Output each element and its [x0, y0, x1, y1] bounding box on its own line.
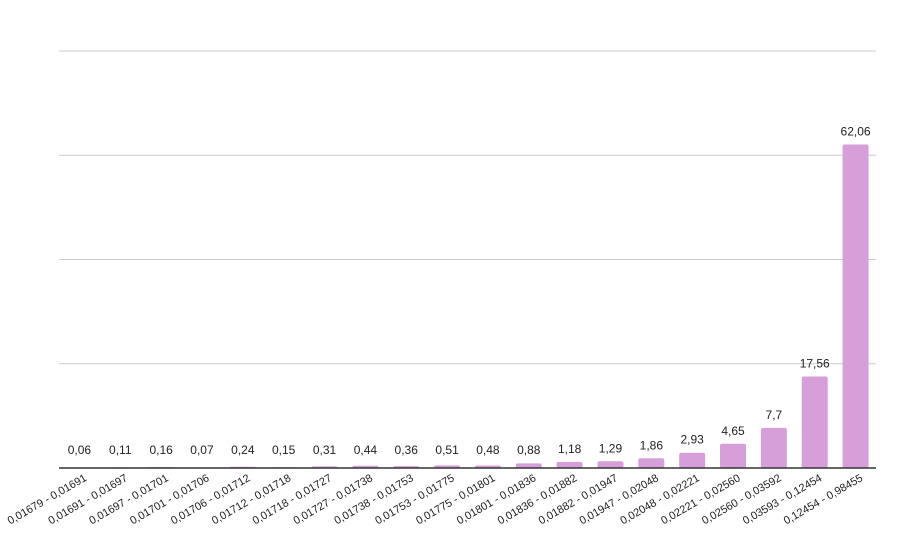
bar	[760, 427, 787, 468]
data-label: 62,06	[841, 125, 871, 139]
bar	[515, 463, 542, 468]
data-label: 0,44	[354, 443, 378, 457]
data-label: 0,15	[272, 443, 296, 457]
data-label: 0,31	[313, 443, 337, 457]
data-label: 0,11	[109, 443, 132, 457]
gridlines	[59, 50, 876, 365]
value-labels: 0,06 0,11 0,16 0,07 0,24 0,15 0,31 0,44 0,36 0,51…	[68, 125, 871, 457]
data-label: 0,36	[395, 443, 419, 457]
data-label: 0,06	[68, 443, 92, 457]
bar	[597, 461, 624, 468]
data-label: 0,24	[231, 443, 255, 457]
bar	[720, 443, 747, 468]
data-label: 1,86	[640, 438, 664, 452]
bar	[638, 458, 665, 468]
data-label: 0,07	[190, 443, 214, 457]
data-label: 0,51	[435, 443, 459, 457]
bars	[66, 144, 869, 468]
data-label: 0,88	[517, 443, 541, 457]
data-label: 7,7	[766, 408, 783, 422]
data-label: 2,93	[680, 433, 704, 447]
data-label: 0,48	[476, 443, 500, 457]
bar	[801, 376, 828, 468]
data-label: 17,56	[800, 356, 830, 370]
data-label: 1,18	[558, 442, 582, 456]
data-label: 4,65	[721, 424, 745, 438]
bar	[842, 144, 869, 468]
data-label: 1,29	[599, 441, 623, 455]
bar	[679, 452, 706, 468]
bar	[556, 461, 583, 468]
data-label: 0,16	[149, 443, 173, 457]
